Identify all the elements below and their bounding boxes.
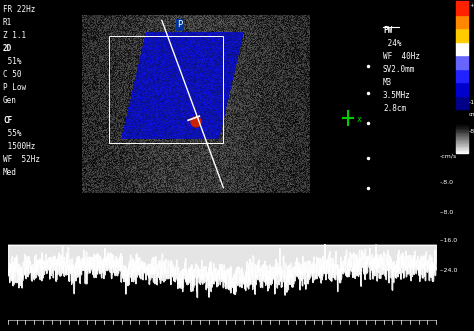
Bar	[456, 140, 468, 142]
Bar	[456, 15, 468, 28]
Text: P: P	[177, 20, 182, 29]
Text: SV2.0mm: SV2.0mm	[383, 65, 415, 74]
Text: M3: M3	[383, 78, 392, 87]
Text: cm/s: cm/s	[469, 112, 474, 117]
Bar	[456, 131, 468, 132]
Bar	[456, 139, 468, 140]
Bar	[456, 69, 468, 82]
Text: 24%: 24%	[383, 39, 401, 48]
Text: --24.0: --24.0	[440, 268, 458, 273]
Bar	[456, 152, 468, 153]
Bar	[456, 146, 468, 147]
Text: -14.4: -14.4	[469, 100, 474, 105]
Bar	[456, 128, 468, 129]
Circle shape	[191, 117, 201, 127]
Bar	[456, 147, 468, 149]
Text: -.8.0: -.8.0	[440, 180, 454, 185]
Bar	[456, 143, 468, 145]
Bar	[456, 125, 468, 126]
Bar	[456, 138, 468, 139]
Text: FR 22Hz: FR 22Hz	[3, 5, 36, 14]
Text: 6.6sec: 6.6sec	[408, 309, 431, 315]
Bar	[456, 132, 468, 133]
Bar	[456, 133, 468, 135]
Text: -cm/s: -cm/s	[440, 154, 457, 159]
Bar	[456, 126, 468, 128]
Text: 1500Hz: 1500Hz	[3, 142, 36, 151]
Text: PW: PW	[383, 26, 392, 35]
Bar	[456, 28, 468, 41]
Bar	[456, 96, 468, 109]
Text: Gen: Gen	[3, 96, 17, 105]
Bar	[456, 1, 468, 15]
Text: 51%: 51%	[3, 57, 21, 66]
Bar	[456, 55, 468, 69]
Text: +14.4: +14.4	[469, 3, 474, 8]
Text: Z 1.1: Z 1.1	[3, 31, 26, 40]
Text: x: x	[357, 116, 362, 124]
Bar	[456, 136, 468, 138]
Text: C 50: C 50	[3, 70, 21, 79]
Text: Med: Med	[3, 168, 17, 177]
Text: 2D: 2D	[3, 44, 12, 53]
Bar	[456, 142, 468, 143]
Text: P Low: P Low	[3, 83, 26, 92]
Text: --16.0: --16.0	[440, 239, 458, 244]
Bar	[456, 135, 468, 136]
Text: CF: CF	[3, 116, 12, 125]
Text: Left   CFV   /GSV: Left CFV /GSV	[137, 228, 264, 241]
Bar	[456, 41, 468, 55]
Text: 2.8cm: 2.8cm	[383, 104, 406, 113]
Text: WF  52Hz: WF 52Hz	[3, 155, 40, 164]
Text: --8.0: --8.0	[440, 211, 454, 215]
Bar	[456, 149, 468, 150]
Bar	[456, 129, 468, 131]
Text: 3.5MHz: 3.5MHz	[383, 91, 411, 100]
Text: R1: R1	[3, 18, 12, 27]
Text: -8.0: -8.0	[469, 129, 474, 134]
Bar	[109, 36, 223, 143]
Bar	[456, 145, 468, 146]
Text: WF  40Hz: WF 40Hz	[383, 52, 420, 61]
Text: 55%: 55%	[3, 129, 21, 138]
Bar	[456, 150, 468, 152]
Bar	[456, 82, 468, 96]
